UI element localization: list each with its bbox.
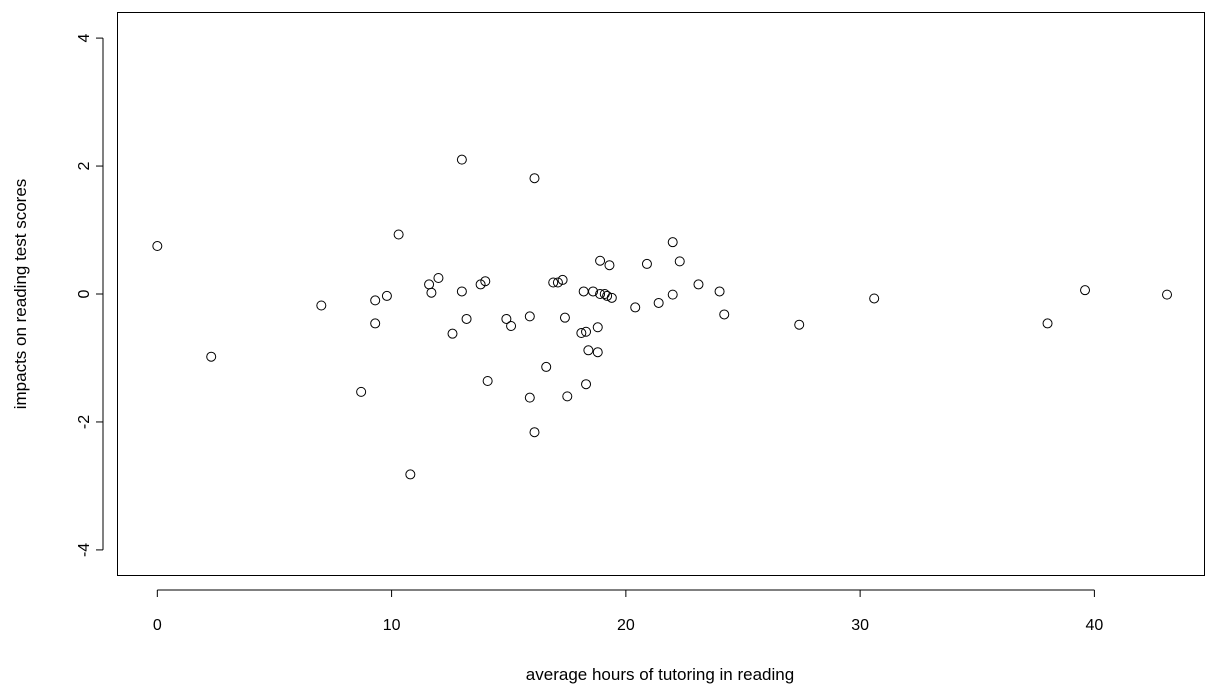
data-point xyxy=(641,258,652,269)
x-tick-label: 20 xyxy=(617,617,635,634)
data-point xyxy=(592,347,603,358)
plot-frame xyxy=(117,12,1205,576)
data-point xyxy=(719,309,730,320)
data-point xyxy=(206,351,217,362)
data-point xyxy=(1080,285,1091,296)
data-point xyxy=(588,286,599,297)
data-point xyxy=(595,289,606,299)
data-point xyxy=(606,292,617,303)
x-axis: 0 10 20 30 40 xyxy=(153,589,1103,634)
data-point xyxy=(356,386,367,397)
data-point xyxy=(581,379,592,390)
y-tick-label: 4 xyxy=(76,34,93,43)
data-points xyxy=(152,154,1173,480)
x-tick-label: 10 xyxy=(383,617,401,634)
data-point xyxy=(869,293,880,304)
data-point xyxy=(381,290,392,301)
data-point xyxy=(456,286,467,297)
y-tick-label: -4 xyxy=(76,543,93,557)
data-point xyxy=(461,313,472,324)
data-point xyxy=(424,279,435,290)
data-point xyxy=(482,376,493,387)
data-point xyxy=(552,277,563,288)
y-axis-label: impacts on reading test scores xyxy=(11,179,30,410)
data-point xyxy=(480,276,491,287)
data-point xyxy=(630,302,641,313)
y-tick-label: 0 xyxy=(76,289,93,298)
data-point xyxy=(581,326,592,337)
data-point xyxy=(557,274,568,285)
data-point xyxy=(456,154,467,165)
data-point xyxy=(316,300,327,311)
data-point xyxy=(674,256,685,267)
data-point xyxy=(604,260,615,271)
data-point xyxy=(562,391,573,402)
y-tick-label: -2 xyxy=(76,415,93,429)
data-point xyxy=(548,277,559,288)
data-point xyxy=(1042,318,1053,329)
data-point xyxy=(506,320,517,331)
data-point xyxy=(667,237,678,248)
data-point xyxy=(602,290,613,301)
data-point xyxy=(152,241,163,252)
data-point xyxy=(524,392,535,403)
data-point xyxy=(653,297,664,308)
data-point xyxy=(559,312,570,323)
x-tick-label: 0 xyxy=(153,617,162,634)
data-point xyxy=(693,279,704,290)
y-tick-label: 2 xyxy=(76,161,93,170)
data-point xyxy=(583,345,594,356)
data-point xyxy=(667,289,678,300)
data-point xyxy=(405,469,416,480)
data-point xyxy=(426,287,437,298)
x-tick-label: 30 xyxy=(851,617,869,634)
data-point xyxy=(433,273,444,284)
data-point xyxy=(393,229,404,240)
data-point xyxy=(1162,289,1173,300)
data-point xyxy=(541,361,552,372)
data-point xyxy=(592,322,603,333)
data-point xyxy=(524,311,535,322)
data-point xyxy=(578,286,589,297)
data-point xyxy=(370,295,381,306)
data-point xyxy=(501,313,512,324)
x-axis-label: average hours of tutoring in reading xyxy=(526,665,794,684)
data-point xyxy=(576,328,587,339)
data-point xyxy=(370,318,381,329)
data-point xyxy=(794,319,805,330)
y-axis: -4 -2 0 2 4 xyxy=(76,34,104,557)
data-point xyxy=(529,173,540,184)
data-point xyxy=(714,286,725,297)
data-point xyxy=(595,255,606,266)
data-point xyxy=(447,328,458,339)
data-point xyxy=(529,427,540,438)
x-tick-label: 40 xyxy=(1085,617,1103,634)
